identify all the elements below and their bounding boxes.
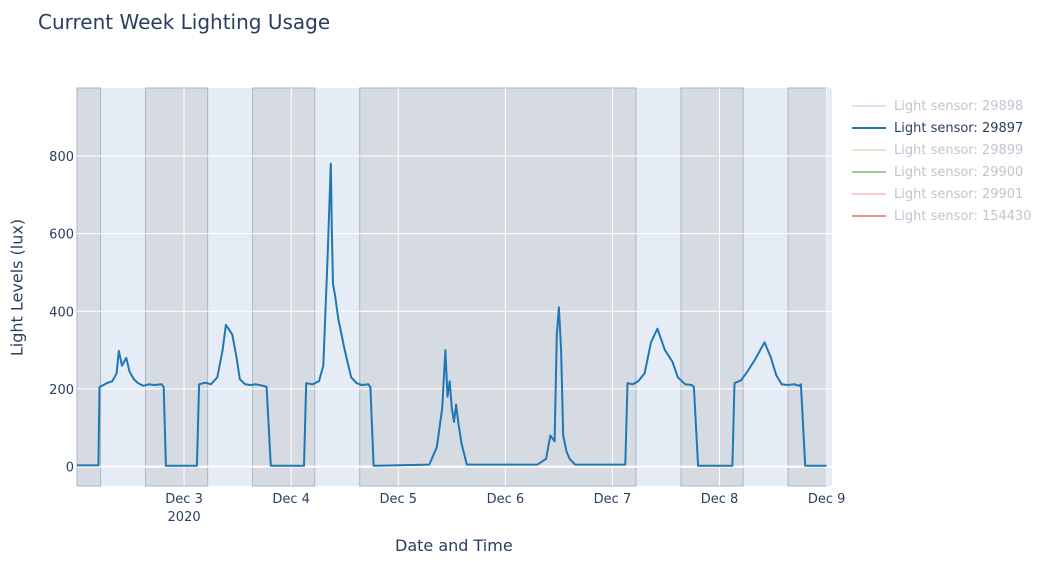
x-tick-label: Dec 5 bbox=[379, 492, 417, 507]
y-tick-label: 400 bbox=[49, 305, 74, 320]
legend-label: Light sensor: 29900 bbox=[894, 164, 1024, 180]
shaded-period bbox=[359, 87, 637, 487]
legend-item[interactable]: Light sensor: 154430 bbox=[852, 205, 1032, 227]
shaded-period bbox=[787, 87, 828, 487]
x-tick-label: Dec 6 bbox=[487, 492, 525, 507]
legend-swatch bbox=[852, 171, 886, 173]
legend-item[interactable]: Light sensor: 29900 bbox=[852, 161, 1032, 183]
legend: Light sensor: 29898 Light sensor: 29897 Li… bbox=[852, 95, 1032, 227]
x-tick-label: Dec 4 bbox=[272, 492, 310, 507]
legend-label: Light sensor: 29898 bbox=[894, 98, 1024, 114]
x-axis-title: Date and Time bbox=[395, 536, 513, 555]
legend-item[interactable]: Light sensor: 29899 bbox=[852, 139, 1032, 161]
series-lines bbox=[77, 162, 827, 467]
y-tick-label: 200 bbox=[49, 383, 74, 398]
y-tick-label: 0 bbox=[66, 461, 74, 476]
legend-swatch bbox=[852, 193, 886, 195]
x-tick-label: Dec 9 bbox=[808, 492, 846, 507]
x-tick-label: Dec 8 bbox=[701, 492, 739, 507]
legend-swatch bbox=[852, 105, 886, 107]
y-axis-title: Light Levels (lux) bbox=[7, 218, 27, 357]
gridlines bbox=[77, 88, 832, 486]
shaded-periods bbox=[76, 87, 828, 487]
legend-label: Light sensor: 154430 bbox=[894, 208, 1032, 224]
legend-item[interactable]: Light sensor: 29897 bbox=[852, 117, 1032, 139]
shaded-period bbox=[76, 87, 102, 487]
legend-item[interactable]: Light sensor: 29901 bbox=[852, 183, 1032, 205]
y-tick-labels: 0 200 400 600 800 bbox=[49, 150, 74, 476]
chart-title: Current Week Lighting Usage bbox=[38, 10, 331, 34]
series-line bbox=[77, 162, 827, 467]
x-tick-label: 2020 bbox=[168, 510, 201, 525]
legend-swatch bbox=[852, 215, 886, 217]
legend-label: Light sensor: 29899 bbox=[894, 142, 1024, 158]
y-tick-label: 600 bbox=[49, 228, 74, 243]
legend-label: Light sensor: 29897 bbox=[894, 120, 1024, 136]
legend-swatch bbox=[852, 149, 886, 151]
x-tick-label: Dec 3 bbox=[165, 492, 203, 507]
x-tick-label: Dec 7 bbox=[594, 492, 632, 507]
x-tick-labels: Dec 3 2020 Dec 4 Dec 5 Dec 6 Dec 7 Dec 8 Dec 9 bbox=[165, 492, 845, 525]
legend-label: Light sensor: 29901 bbox=[894, 186, 1024, 202]
legend-swatch bbox=[852, 127, 886, 129]
legend-item[interactable]: Light sensor: 29898 bbox=[852, 95, 1032, 117]
y-tick-label: 800 bbox=[49, 150, 74, 165]
